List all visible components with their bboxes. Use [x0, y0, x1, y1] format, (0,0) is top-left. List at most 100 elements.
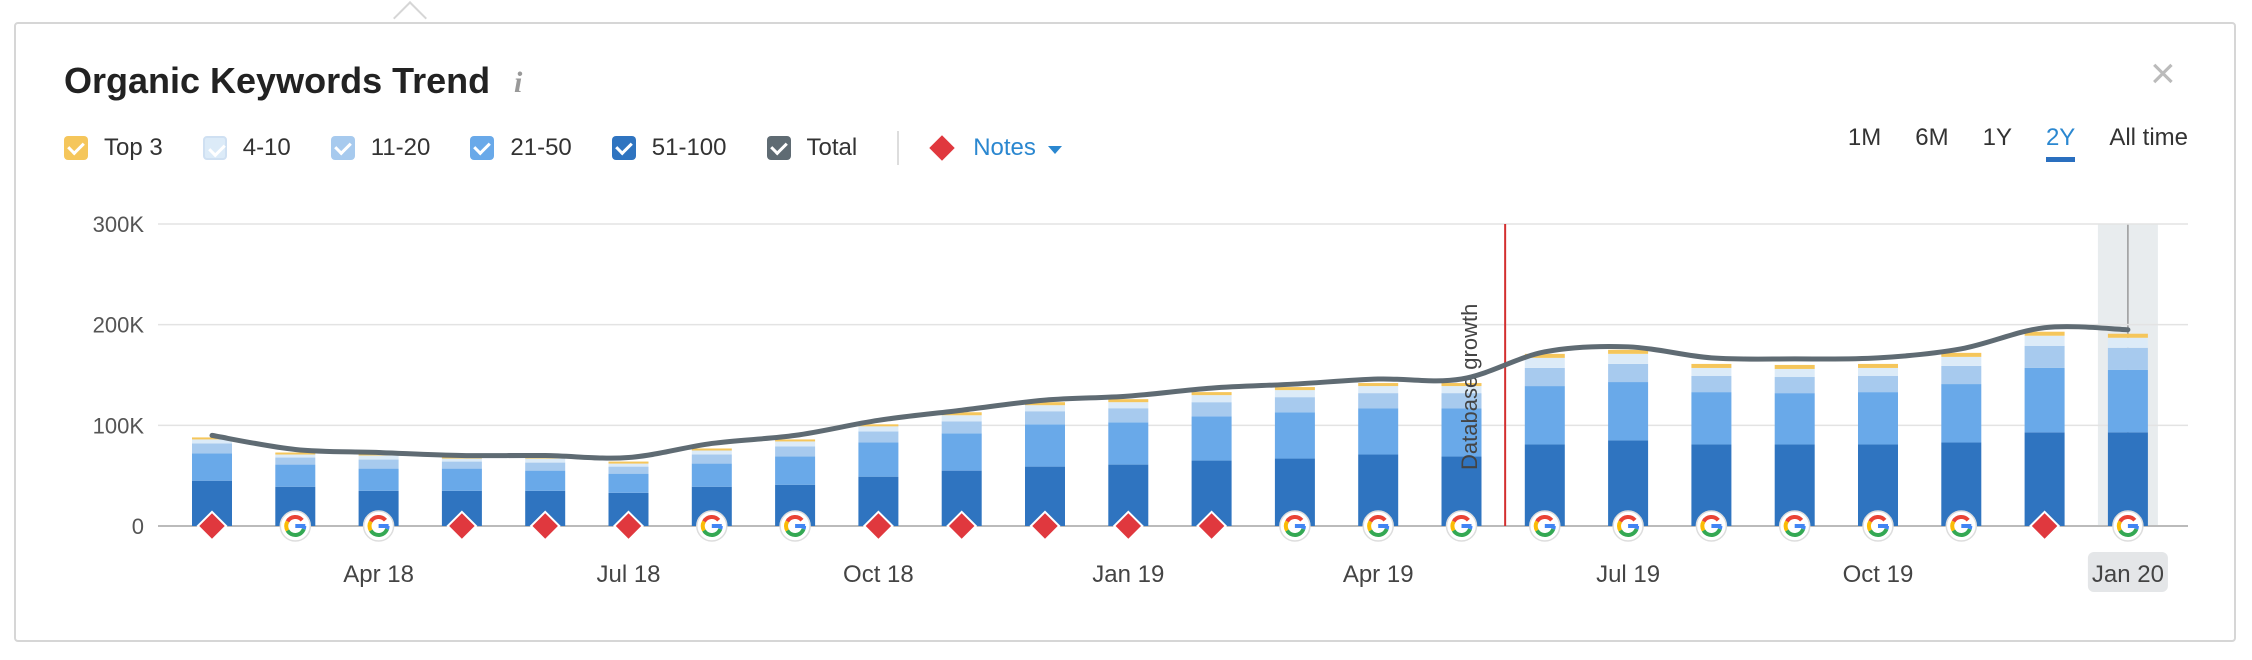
bar-segment — [858, 431, 899, 443]
bar-segment — [441, 458, 482, 462]
legend-item-4-10[interactable]: 4-10 — [202, 134, 291, 162]
note-marker-icon — [612, 510, 645, 542]
range-2y[interactable]: 2Y — [2045, 124, 2076, 162]
google-g-arc — [1867, 520, 1873, 532]
bar-segment — [1524, 386, 1565, 445]
bar-segment — [1274, 397, 1315, 413]
range-6m[interactable]: 6M — [1915, 124, 1949, 151]
bar-segment — [2107, 337, 2148, 348]
bar-segment — [2024, 335, 2065, 346]
legend-item-21-50[interactable]: 21-50 — [470, 134, 572, 162]
bar-segment — [1358, 383, 1399, 387]
google-g-arc — [2116, 520, 2122, 532]
bar-segment — [1025, 405, 1065, 412]
google-g-arc — [1368, 515, 1387, 523]
bar-segment — [1691, 392, 1732, 445]
range-all-time[interactable]: All time — [2109, 124, 2188, 151]
time-range-tabs: 1M 6M 1Y 2Y All time — [1814, 124, 2188, 162]
bar-segment — [2107, 369, 2148, 433]
close-icon[interactable]: × — [2150, 49, 2176, 98]
google-g-arc — [1868, 515, 1887, 523]
bar-segment — [1524, 367, 1565, 387]
checkbox-icon[interactable] — [64, 136, 88, 160]
google-g-arc — [1700, 520, 1706, 532]
google-g-arc — [1951, 515, 1970, 523]
checkbox-icon[interactable] — [330, 136, 355, 160]
bar-segment — [1941, 352, 1982, 357]
y-tick-label: 0 — [132, 514, 144, 539]
note-marker-icon — [529, 510, 561, 542]
bar-segment — [1858, 363, 1898, 368]
google-g-arc — [1950, 520, 1956, 532]
note-marker-icon — [196, 510, 228, 542]
bar-segment — [2024, 367, 2065, 433]
bar-segment — [1608, 382, 1649, 441]
legend-divider — [897, 131, 900, 165]
bar-segment — [275, 457, 316, 465]
total-line — [209, 324, 2131, 461]
legend-item-11-20[interactable]: 11-20 — [330, 134, 430, 162]
checkbox-icon[interactable] — [202, 136, 227, 160]
note-marker-icon — [946, 510, 978, 542]
x-tick-label: Jan 20 — [2092, 561, 2164, 588]
notes-dropdown[interactable]: Notes — [929, 134, 1062, 162]
x-tick-label: Jul 18 — [596, 561, 660, 588]
legend-label: 51-100 — [651, 134, 727, 161]
bar-segment — [1774, 364, 1815, 369]
bar-segment — [1274, 390, 1315, 398]
y-tick-label: 200K — [93, 313, 145, 338]
bar-segment — [1608, 349, 1649, 354]
bar-segment — [275, 452, 316, 455]
bar-segment — [1274, 412, 1315, 459]
bar-segment — [2107, 333, 2148, 338]
notes-label: Notes — [973, 134, 1036, 161]
bar-segment — [1108, 408, 1149, 423]
bar-segment — [691, 448, 732, 451]
bar-segment — [608, 463, 649, 467]
checkbox-icon[interactable] — [470, 136, 495, 160]
bar-segment — [1858, 376, 1898, 393]
note-marker-icon — [1112, 510, 1144, 542]
legend-label: Total — [806, 134, 858, 161]
legend-item-51-100[interactable]: 51-100 — [611, 134, 727, 162]
bar-segment — [1858, 392, 1898, 445]
legend-item-top3[interactable]: Top 3 — [64, 134, 163, 162]
bar-segment — [525, 470, 566, 491]
bar-segment — [608, 461, 649, 464]
google-g-arc — [1283, 520, 1289, 532]
google-g-arc — [1617, 520, 1623, 532]
range-1y[interactable]: 1Y — [1982, 124, 2012, 151]
bar-segment — [1441, 393, 1482, 409]
bar-segment — [1108, 402, 1149, 409]
bar-segment — [1191, 402, 1232, 417]
checkbox-icon[interactable] — [766, 136, 791, 160]
x-tick-label: Jul 19 — [1596, 561, 1660, 588]
info-icon[interactable]: i — [514, 66, 523, 99]
bar-segment — [1358, 393, 1399, 409]
google-g-arc — [1783, 520, 1789, 532]
annotation-label: Database growth — [1457, 304, 1482, 470]
legend-item-total[interactable]: Total — [766, 134, 858, 162]
bar-segment — [691, 463, 732, 487]
google-g-arc — [1701, 528, 1722, 537]
bar-segment — [1358, 386, 1399, 394]
google-g-arc — [1285, 515, 1304, 523]
bar-segment — [192, 439, 232, 444]
google-g-arc — [367, 520, 373, 532]
bar-segment — [1191, 395, 1232, 403]
bar-segment — [1524, 353, 1565, 358]
google-g-arc — [700, 520, 706, 532]
bar-segment — [858, 426, 899, 432]
bar-segment — [1108, 399, 1149, 403]
note-marker-icon — [862, 510, 894, 542]
range-1m[interactable]: 1M — [1847, 124, 1882, 151]
bar-segment — [691, 454, 732, 464]
google-g-arc — [285, 528, 306, 537]
checkbox-icon[interactable] — [611, 136, 636, 160]
bar-segment — [775, 441, 816, 447]
bar-segment — [1608, 353, 1649, 364]
google-g-arc — [1285, 528, 1306, 537]
y-tick-label: 100K — [93, 413, 145, 438]
bar-segment — [192, 443, 232, 454]
google-g-arc — [285, 515, 304, 523]
